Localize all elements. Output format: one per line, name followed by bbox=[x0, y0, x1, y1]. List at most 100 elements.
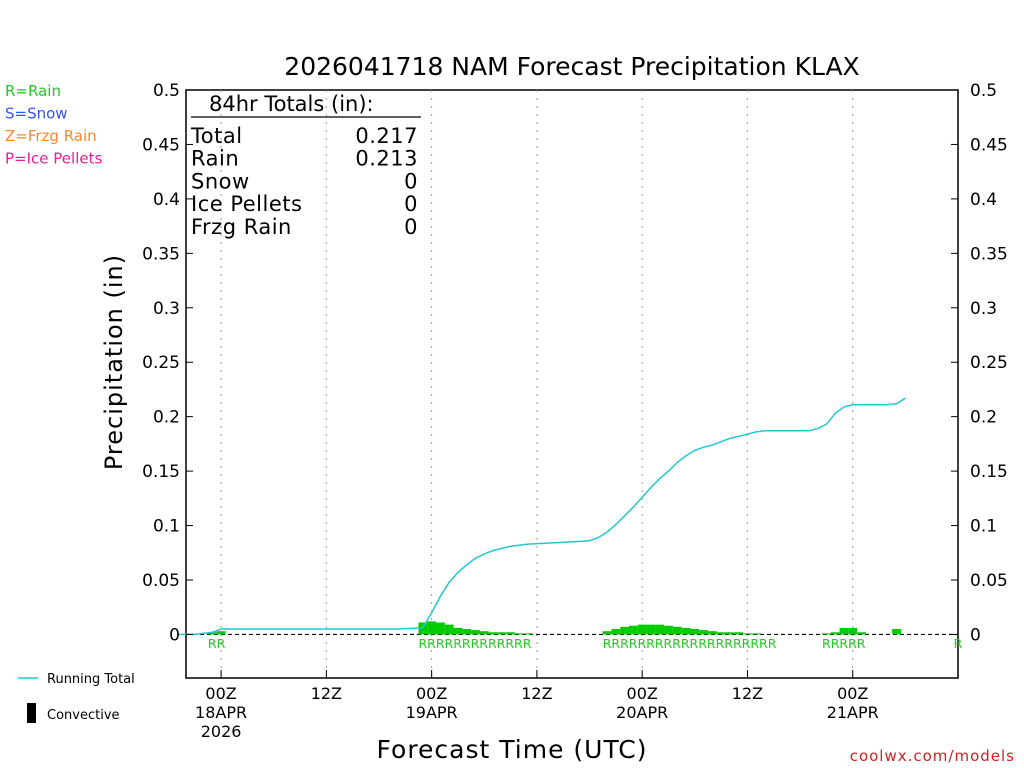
y-tick-label-right: 0.35 bbox=[970, 244, 1008, 264]
y-tick-label-right: 0.4 bbox=[970, 190, 997, 210]
rain-bar bbox=[479, 631, 489, 635]
x-tick-label: 12Z bbox=[732, 684, 763, 703]
convective-legend-label: Convective bbox=[47, 708, 120, 723]
y-axis-right: 0 0.05 0.1 0.15 0.2 0.25 0.3 0.35 0.4 0.45 0.5 bbox=[951, 81, 1008, 645]
credit-text: coolwx.com/models bbox=[850, 747, 1015, 765]
y-tick-label-right: 0.25 bbox=[970, 353, 1008, 373]
totals-row-value: 0 bbox=[404, 215, 418, 239]
x-axis-label: Forecast Time (UTC) bbox=[377, 735, 648, 764]
rain-bar bbox=[848, 627, 858, 635]
y-tick-label-left: 0.35 bbox=[142, 244, 180, 264]
ptype-marker: RRRRR bbox=[822, 636, 866, 651]
totals-row-label: Frzg Rain bbox=[191, 215, 292, 239]
y-tick-label-left: 0.4 bbox=[153, 190, 180, 210]
plot-frame bbox=[185, 89, 959, 679]
x-tick-label: 18APR bbox=[195, 703, 247, 722]
y-tick-label-right: 0 bbox=[970, 625, 981, 645]
ptype-legend-item: Z=Frzg Rain bbox=[5, 127, 97, 145]
rain-bar bbox=[699, 630, 708, 635]
totals-row-value: 0 bbox=[404, 169, 418, 193]
chart-title: 2026041718 NAM Forecast Precipitation KL… bbox=[284, 52, 859, 81]
bottom-legend: Running Total Convective bbox=[18, 672, 135, 723]
rain-bar bbox=[629, 625, 638, 635]
y-tick-label-left: 0.15 bbox=[142, 462, 180, 482]
rain-bar bbox=[716, 632, 726, 635]
x-tick-label: 00Z bbox=[416, 684, 447, 703]
totals-row-label: Ice Pellets bbox=[191, 192, 302, 216]
rain-bar bbox=[506, 632, 515, 635]
rain-bar bbox=[620, 626, 630, 635]
x-tick-label: 00Z bbox=[205, 684, 236, 703]
y-tick-label-right: 0.1 bbox=[970, 517, 997, 537]
rain-bar bbox=[497, 632, 507, 635]
rain-bar bbox=[462, 629, 472, 635]
rain-bar bbox=[602, 631, 612, 635]
rain-bar bbox=[453, 627, 463, 635]
rain-bar bbox=[743, 633, 752, 635]
y-tick-label-right: 0.5 bbox=[970, 81, 997, 101]
totals-row-value: 0.213 bbox=[355, 147, 418, 171]
y-tick-label-right: 0.15 bbox=[970, 462, 1008, 482]
y-tick-label-left: 0.45 bbox=[142, 135, 180, 155]
rain-bar bbox=[207, 632, 217, 635]
rain-bar bbox=[839, 627, 849, 635]
rain-bar bbox=[523, 633, 533, 635]
rain-bar bbox=[681, 627, 691, 635]
y-tick-label-right: 0.45 bbox=[970, 135, 1008, 155]
ptype-legend-item: S=Snow bbox=[5, 105, 68, 123]
rain-bar bbox=[822, 633, 831, 635]
x-tick-label: 00Z bbox=[627, 684, 658, 703]
rain-bar bbox=[664, 625, 673, 635]
y-tick-label-left: 0.2 bbox=[153, 408, 180, 428]
x-tick-label: 12Z bbox=[311, 684, 342, 703]
rain-bar bbox=[734, 632, 744, 635]
running-total-legend-label: Running Total bbox=[47, 672, 135, 687]
rain-bar bbox=[690, 629, 700, 635]
y-tick-label-left: 0.05 bbox=[142, 571, 180, 591]
totals-box: 84hr Totals (in): Total 0.217 Rain 0.213 Sno… bbox=[190, 92, 421, 239]
ptype-marker: RRRRRRRRRRRRRRRRRRRR bbox=[603, 636, 777, 651]
x-tick-label: 20APR bbox=[616, 703, 668, 722]
totals-row-label: Rain bbox=[191, 147, 239, 171]
rain-bar bbox=[444, 624, 454, 635]
y-tick-label-right: 0.2 bbox=[970, 408, 997, 428]
running-total-line bbox=[177, 397, 906, 636]
convective-legend-swatch bbox=[27, 703, 36, 723]
totals-row-label: Snow bbox=[191, 169, 250, 193]
y-tick-label-left: 0.3 bbox=[153, 299, 180, 319]
x-tick-label: 19APR bbox=[406, 703, 458, 722]
running-total-series bbox=[177, 397, 906, 636]
rain-bar bbox=[216, 631, 226, 635]
rain-bar bbox=[637, 624, 647, 635]
ptype-marker: RRRRRRRRRRRRR bbox=[418, 636, 531, 651]
ptype-marker: R bbox=[954, 636, 963, 651]
x-tick-label: 00Z bbox=[837, 684, 868, 703]
x-tick-label: 21APR bbox=[827, 703, 879, 722]
totals-header: 84hr Totals (in): bbox=[209, 92, 374, 116]
y-tick-label-right: 0.3 bbox=[970, 299, 997, 319]
rain-bar bbox=[725, 632, 735, 635]
vertical-grid bbox=[220, 90, 854, 678]
rain-bar bbox=[672, 626, 682, 635]
totals-row-value: 0 bbox=[404, 192, 418, 216]
rain-bar bbox=[488, 632, 498, 635]
rain-bar bbox=[471, 630, 480, 635]
rain-bar bbox=[436, 622, 445, 635]
rain-bar bbox=[751, 633, 761, 635]
y-tick-label-left: 0.25 bbox=[142, 353, 180, 373]
x-tick-label: 2026 bbox=[201, 722, 242, 741]
y-tick-label-right: 0.05 bbox=[970, 571, 1008, 591]
ptype-legend-item: R=Rain bbox=[5, 82, 61, 100]
y-tick-label-left: 0.1 bbox=[153, 517, 180, 537]
y-axis-left: 0 0.05 0.1 0.15 0.2 0.25 0.3 0.35 0.4 0.45 0.5 bbox=[142, 81, 193, 645]
rain-bars bbox=[207, 621, 901, 635]
rain-bar bbox=[427, 621, 437, 635]
y-tick-label-left: 0 bbox=[169, 625, 180, 645]
y-axis-label: Precipitation (in) bbox=[100, 254, 128, 470]
x-tick-label: 12Z bbox=[521, 684, 552, 703]
rain-bar bbox=[830, 632, 840, 635]
rain-bar bbox=[514, 633, 524, 635]
ptype-markers: RR RRRRRRRRRRRRR RRRRRRRRRRRRRRRRRRRR RRRRR… bbox=[208, 636, 963, 651]
